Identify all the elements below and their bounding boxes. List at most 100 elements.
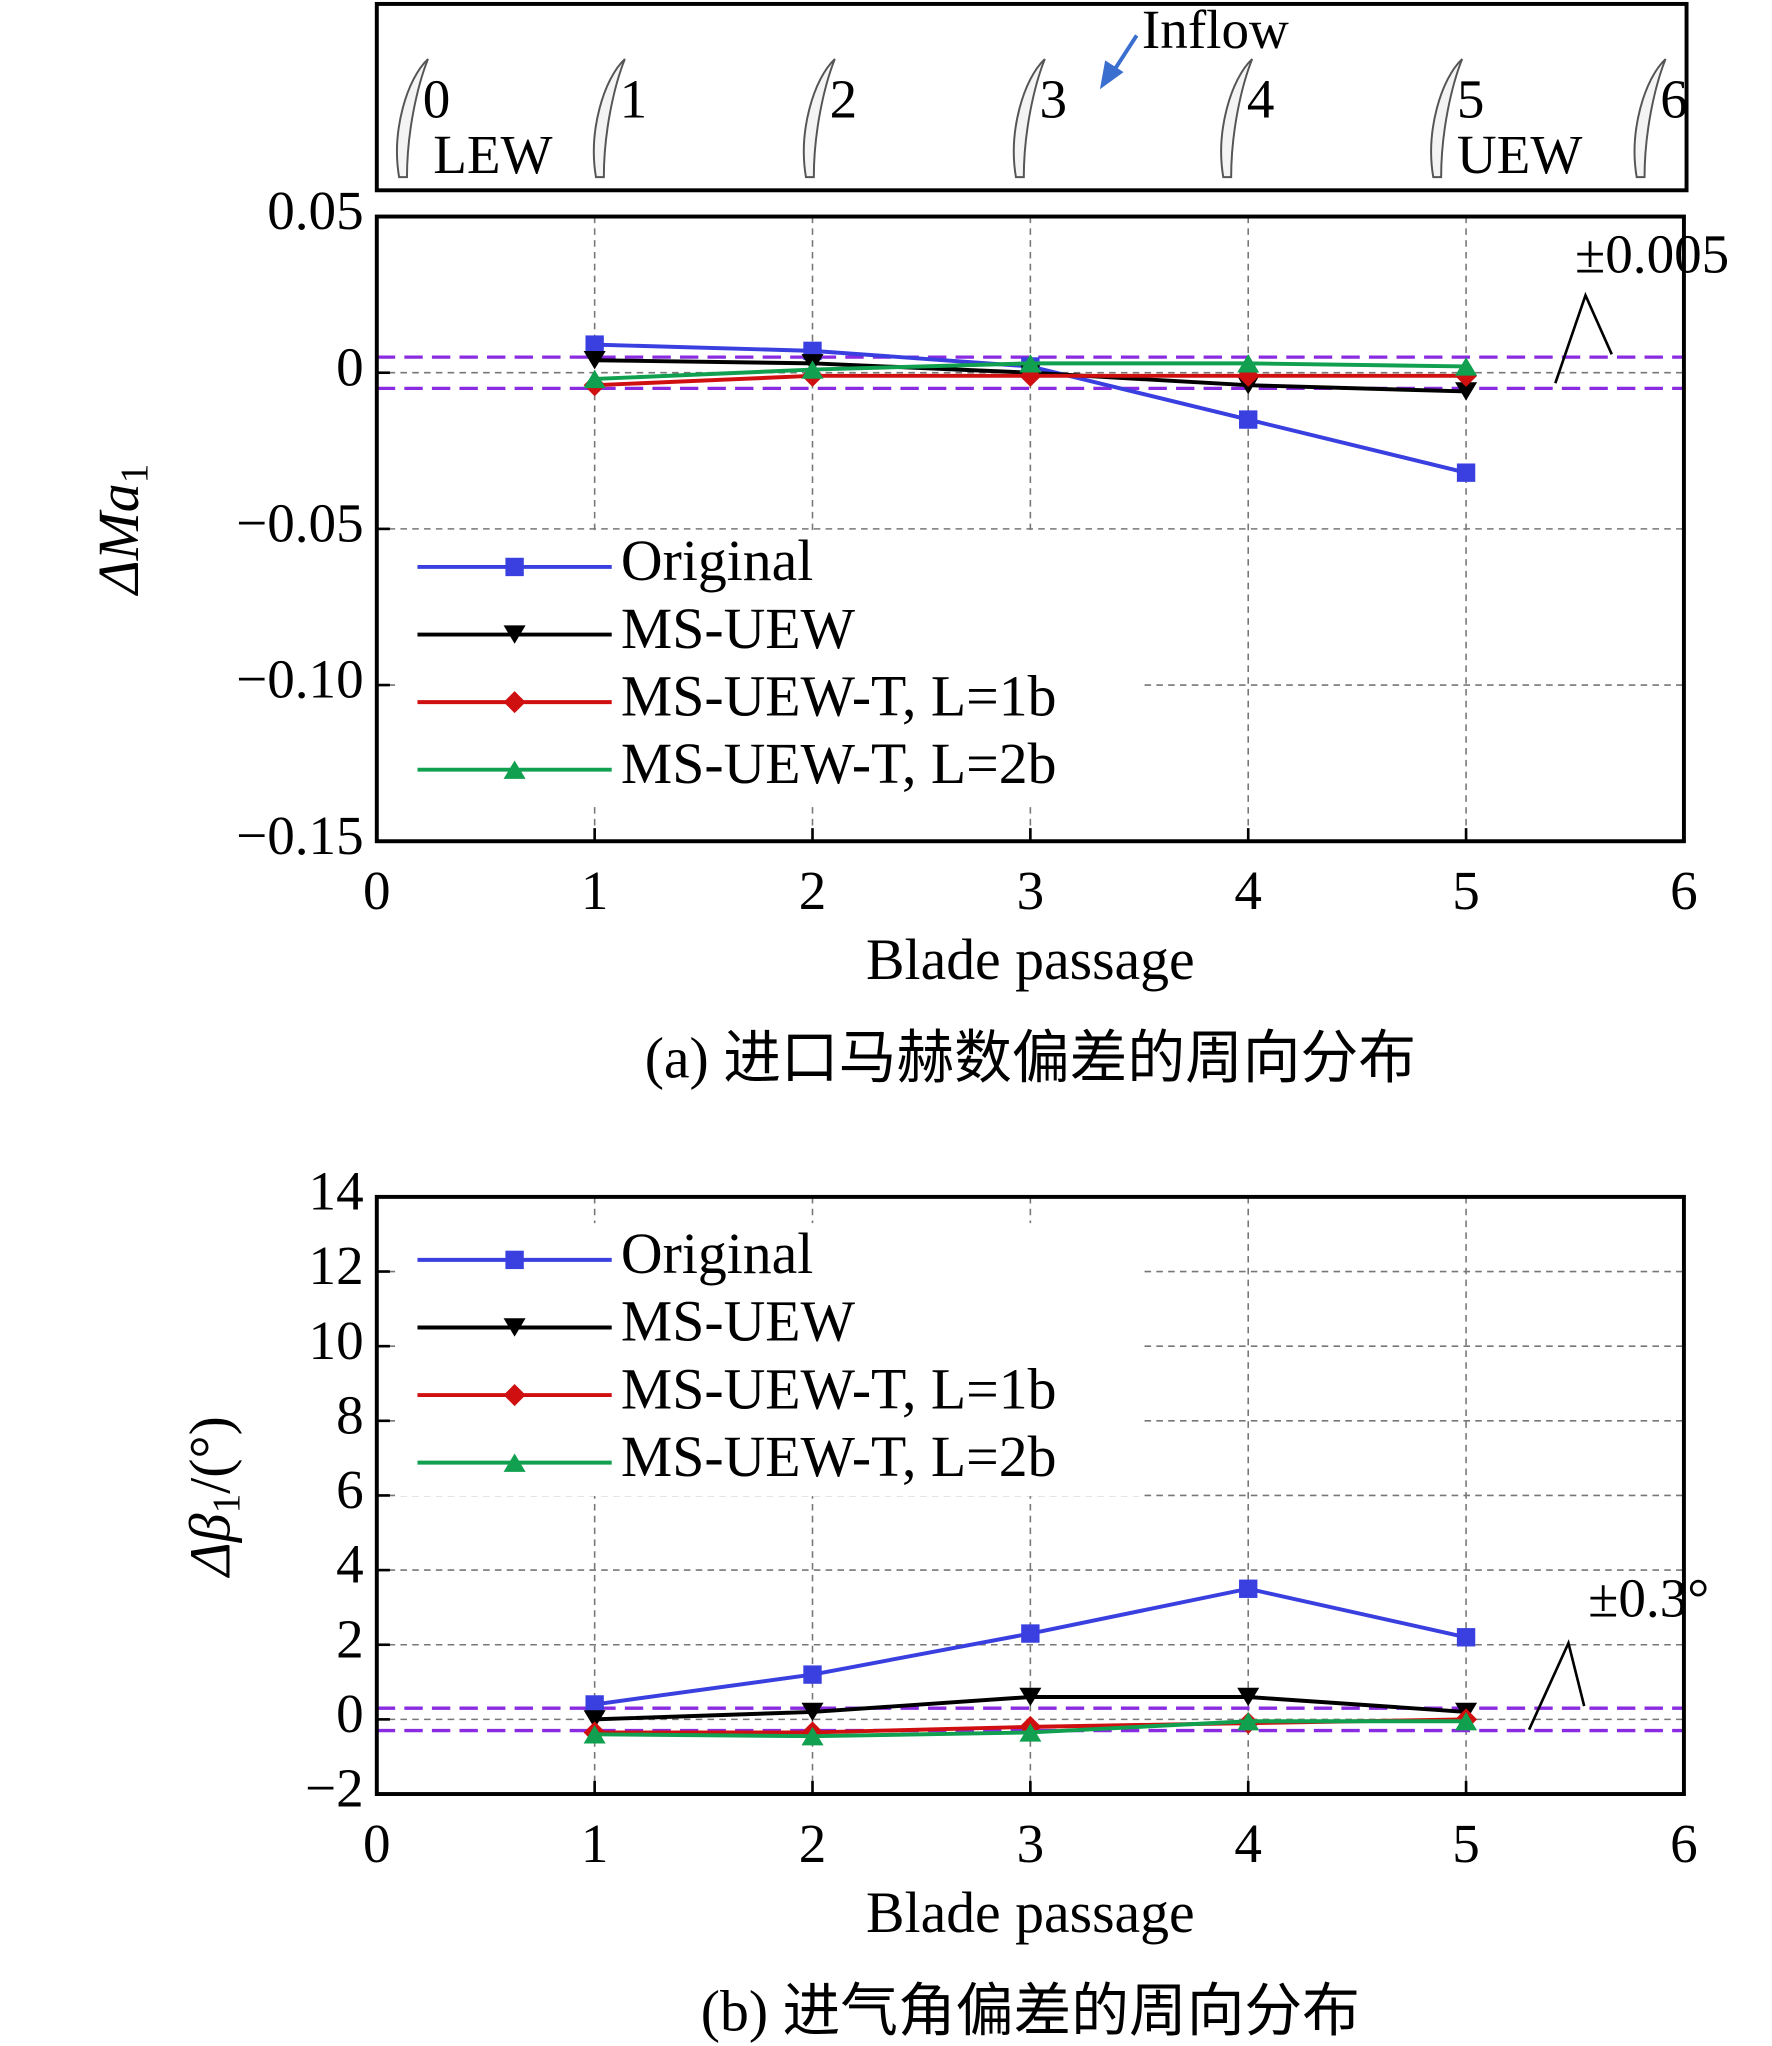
schematic-frame xyxy=(374,1,1689,193)
marker xyxy=(801,360,824,379)
blade xyxy=(1012,58,1046,179)
y-tick-label: 12 xyxy=(309,1235,364,1296)
marker xyxy=(803,1665,822,1684)
legend-marker xyxy=(503,1318,526,1337)
marker xyxy=(1237,354,1260,373)
caption: (b) 进气角偏差的周向分布 xyxy=(701,1980,1360,2043)
legend-label: MS-UEW xyxy=(621,1291,856,1354)
annotation: ±0.3° xyxy=(1588,1567,1709,1628)
marker xyxy=(1237,1712,1260,1731)
blade xyxy=(802,58,836,179)
marker xyxy=(1456,1628,1476,1647)
legend-label: MS-UEW-T, L=2b xyxy=(621,1426,1057,1489)
x-tick-label: 0 xyxy=(363,860,391,921)
blade xyxy=(1633,58,1667,179)
y-tick-label: 0 xyxy=(336,336,364,397)
x-tick-label: 5 xyxy=(1452,1813,1480,1874)
blade-label: 3 xyxy=(1040,69,1068,130)
inflow-arrowhead xyxy=(1099,60,1124,90)
legend-marker xyxy=(503,1453,526,1472)
marker xyxy=(1239,410,1258,429)
y-axis-label-unit: /(°) xyxy=(180,1416,243,1494)
marker xyxy=(1455,382,1478,401)
legend-marker xyxy=(503,691,526,714)
marker xyxy=(585,335,604,354)
marker xyxy=(1019,354,1042,373)
annotation-pointer xyxy=(1527,1639,1586,1731)
y-tick-label: −0.15 xyxy=(236,805,364,866)
left-wall-label: LEW xyxy=(433,124,552,185)
legend-marker xyxy=(503,625,526,644)
blade-label: 6 xyxy=(1660,69,1688,130)
y-tick-label: 4 xyxy=(336,1534,364,1595)
y-axis-label-symbol: Δβ xyxy=(180,1513,243,1578)
marker xyxy=(1455,357,1478,376)
marker xyxy=(1019,1687,1042,1707)
marker xyxy=(1456,463,1476,482)
x-tick-label: 1 xyxy=(581,1813,609,1874)
x-tick-label: 4 xyxy=(1234,1813,1262,1874)
y-axis-label: ΔMa1 xyxy=(88,464,156,597)
annotation: ±0.005 xyxy=(1575,223,1729,284)
legend-marker xyxy=(505,557,524,577)
legend-marker xyxy=(503,760,526,779)
legend-label: MS-UEW-T, L=1b xyxy=(621,1358,1057,1421)
blade-label: 5 xyxy=(1457,69,1485,130)
annotation-pointer xyxy=(1554,291,1613,384)
y-tick-label: 10 xyxy=(309,1310,364,1371)
y-tick-label: −0.05 xyxy=(236,493,364,554)
plot-frame xyxy=(374,214,1686,844)
y-axis-label-subscript: 1 xyxy=(112,464,156,484)
legend-label: MS-UEW xyxy=(621,598,856,661)
marker xyxy=(583,1725,606,1744)
marker xyxy=(801,1702,824,1722)
plot-frame xyxy=(374,1194,1686,1796)
chart: 0 1 2 3 4 5 6−0.15−0.10−0.0500.05OriginalMS-UE… xyxy=(88,180,1729,1090)
marker xyxy=(583,351,606,370)
marker xyxy=(1237,1687,1260,1707)
x-tick-label: 3 xyxy=(1017,860,1045,921)
x-tick-label: 0 xyxy=(363,1813,391,1874)
x-tick-label: 5 xyxy=(1452,860,1480,921)
marker xyxy=(801,1726,824,1746)
x-tick-label: 6 xyxy=(1670,860,1698,921)
legend-marker xyxy=(505,1250,524,1270)
legend-label: Original xyxy=(621,530,813,593)
blade xyxy=(1220,58,1254,179)
y-tick-label: 2 xyxy=(336,1608,364,1669)
x-tick-label: 3 xyxy=(1017,1813,1045,1874)
legend-label: MS-UEW-T, L=2b xyxy=(621,733,1057,796)
blade xyxy=(592,58,626,179)
inflow-label: Inflow xyxy=(1142,0,1289,60)
x-tick-label: 6 xyxy=(1670,1813,1698,1874)
x-tick-label: 2 xyxy=(799,860,827,921)
blade-label: 2 xyxy=(830,69,858,130)
marker xyxy=(1021,1624,1040,1643)
blade-label: 1 xyxy=(620,69,648,130)
blade xyxy=(396,58,429,179)
y-tick-label: 0 xyxy=(336,1683,364,1744)
right-wall-label: UEW xyxy=(1457,124,1582,185)
legend-label: Original xyxy=(621,1223,813,1286)
y-axis-label: Δβ1/(°) xyxy=(180,1416,248,1578)
y-tick-label: 0.05 xyxy=(267,180,363,241)
y-tick-label: −0.10 xyxy=(236,649,364,710)
marker xyxy=(583,1710,606,1729)
x-axis-label: Blade passage xyxy=(866,1882,1195,1945)
y-tick-label: 14 xyxy=(309,1161,364,1222)
marker xyxy=(1455,1712,1478,1731)
blade xyxy=(1430,58,1464,179)
blade-label: 4 xyxy=(1247,69,1275,130)
y-tick-label: 8 xyxy=(336,1384,364,1445)
y-axis-label-subscript: 1 xyxy=(204,1494,248,1514)
marker xyxy=(585,1695,604,1714)
y-tick-label: 6 xyxy=(336,1459,364,1520)
legend-marker xyxy=(503,1384,526,1407)
x-tick-label: 1 xyxy=(581,860,609,921)
caption: (a) 进口马赫数偏差的周向分布 xyxy=(645,1028,1416,1091)
x-tick-label: 2 xyxy=(799,1813,827,1874)
chart: 0 1 2 3 4 5 6−202468101214OriginalMS-UEWMS-UEW… xyxy=(180,1161,1709,2044)
marker xyxy=(1239,1579,1258,1598)
legend-label: MS-UEW-T, L=1b xyxy=(621,665,1057,728)
x-tick-label: 4 xyxy=(1234,860,1262,921)
